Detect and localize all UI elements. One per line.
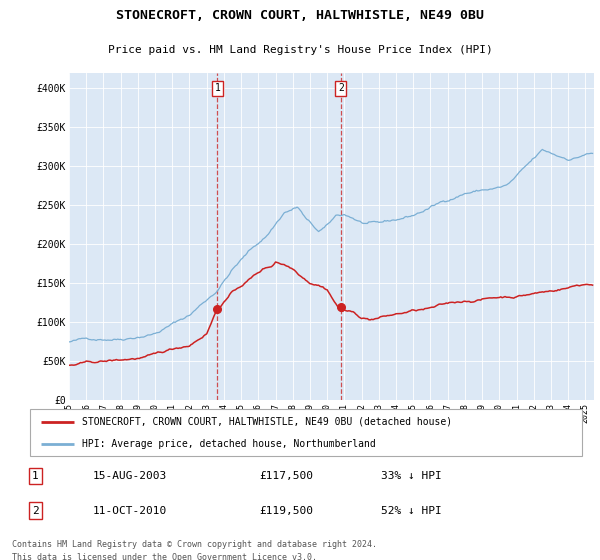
Text: 15-AUG-2003: 15-AUG-2003 — [92, 471, 167, 481]
Text: £119,500: £119,500 — [260, 506, 314, 516]
Text: 2: 2 — [338, 83, 344, 94]
Text: 33% ↓ HPI: 33% ↓ HPI — [380, 471, 442, 481]
Text: STONECROFT, CROWN COURT, HALTWHISTLE, NE49 0BU: STONECROFT, CROWN COURT, HALTWHISTLE, NE… — [116, 9, 484, 22]
Text: Price paid vs. HM Land Registry's House Price Index (HPI): Price paid vs. HM Land Registry's House … — [107, 45, 493, 55]
Text: £117,500: £117,500 — [260, 471, 314, 481]
Text: 2: 2 — [32, 506, 38, 516]
Text: 11-OCT-2010: 11-OCT-2010 — [92, 506, 167, 516]
Text: 52% ↓ HPI: 52% ↓ HPI — [380, 506, 442, 516]
Text: Contains HM Land Registry data © Crown copyright and database right 2024.
This d: Contains HM Land Registry data © Crown c… — [12, 540, 377, 560]
Text: HPI: Average price, detached house, Northumberland: HPI: Average price, detached house, Nort… — [82, 438, 376, 449]
Text: STONECROFT, CROWN COURT, HALTWHISTLE, NE49 0BU (detached house): STONECROFT, CROWN COURT, HALTWHISTLE, NE… — [82, 417, 452, 427]
Text: 1: 1 — [215, 83, 220, 94]
Text: 1: 1 — [32, 471, 38, 481]
